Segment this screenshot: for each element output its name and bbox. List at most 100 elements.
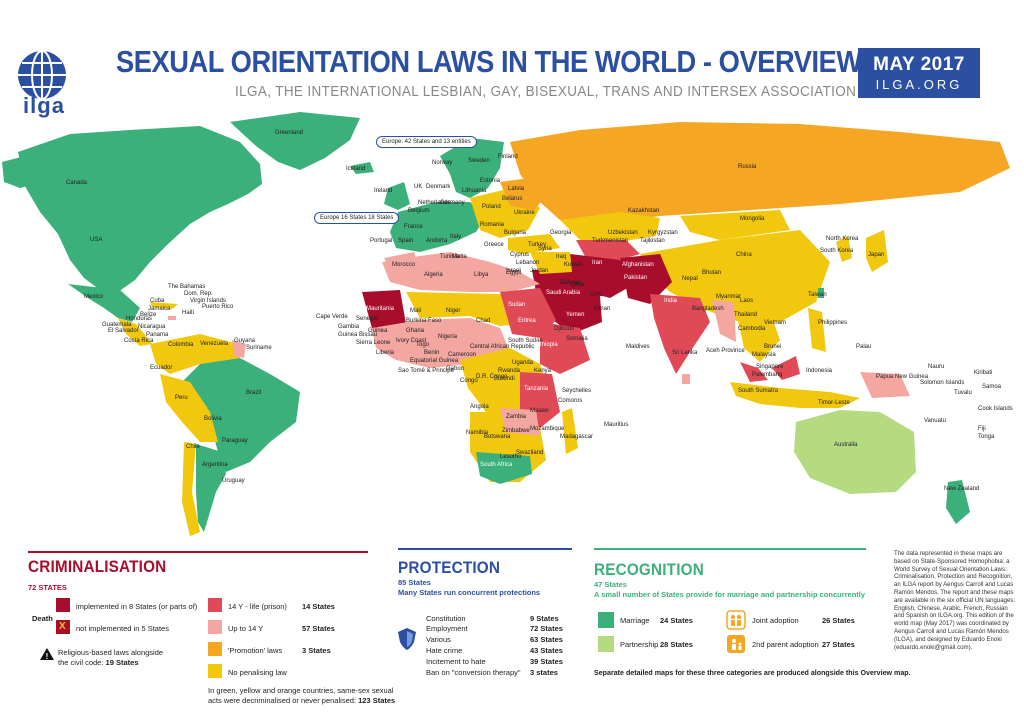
marriage-label: Marriage (620, 616, 650, 625)
recognition-subtitle: A small number of States provide for mar… (594, 590, 866, 599)
map-label-poland: Poland (482, 204, 501, 210)
protection-incitement-count: 39 States (530, 657, 563, 666)
map-label-suriname: Suriname (246, 345, 272, 351)
partnership-label: Partnership (620, 640, 659, 649)
map-label-iceland: Iceland (346, 166, 366, 172)
map-label-dom-rep: Dom. Rep. (184, 291, 213, 297)
map-label-burundi: Burundi (494, 376, 515, 382)
map-label-greece: Greece (484, 242, 504, 248)
north-africa-shape (382, 252, 540, 292)
map-label-uzbekistan: Uzbekistan (608, 230, 638, 236)
religious-note-count: 19 States (105, 658, 139, 667)
map-label-png: Papua New Guinea (876, 374, 929, 380)
map-label-gabon: Gabon (446, 366, 465, 372)
map-label-panama: Panama (146, 332, 169, 338)
peru-bolivia-shape (160, 374, 218, 442)
map-label-usa: USA (90, 237, 103, 243)
map-label-germany: Germany (440, 200, 465, 206)
map-label-kuwait: Kuwait (564, 262, 583, 268)
x-icon: X (59, 621, 66, 632)
map-label-costa-rica: Costa Rica (124, 338, 154, 344)
map-label-myanmar: Myanmar (716, 294, 742, 300)
map-label-malaysia: Malaysia (752, 352, 776, 358)
horn-of-africa-shape (540, 322, 590, 374)
map-label-honduras: Honduras (126, 316, 153, 322)
ilga-globe-logo (18, 50, 66, 100)
swatch-promotion (208, 642, 222, 656)
map-label-jordan: Jordan (530, 268, 549, 274)
map-label-qatar: Qatar (570, 282, 586, 288)
map-label-rwanda: Rwanda (498, 368, 521, 374)
decriminalised-note-text: acts were decriminalised or never penali… (208, 696, 356, 705)
europe-summary-text: Europe: 42 States and 13 entities (382, 139, 471, 145)
map-label-pakistan: Pakistan (624, 275, 648, 281)
map-label-mauritius: Mauritius (604, 422, 629, 428)
map-label-singapore: Singapore (756, 364, 784, 370)
map-label-bulgaria: Bulgaria (504, 230, 527, 236)
morocco-shape (384, 252, 420, 278)
protection-title: PROTECTION (398, 558, 501, 577)
russia-shape (510, 122, 1010, 224)
greenland-shape (230, 112, 360, 170)
joint-adoption-count: 26 States (822, 616, 855, 625)
recognition-rule (594, 548, 866, 550)
death-not-implemented-label: not implemented in 5 States (76, 624, 169, 633)
map-label-peru: Peru (175, 395, 188, 401)
turkey-shape (508, 234, 560, 254)
alaska-shape (2, 152, 44, 188)
map-label-madagascar: Madagascar (560, 434, 594, 440)
logo-text: ilga (23, 93, 65, 118)
recognition-count: 47 States (594, 580, 627, 589)
india-shape (650, 294, 710, 374)
map-label-tajikistan: Tajikistan (640, 238, 665, 244)
protection-conversion-label: Ban on "conversion therapy" (426, 668, 521, 677)
map-label-finland: Finland (498, 154, 518, 160)
map-label-south-sudan: South Sudan (508, 338, 543, 344)
map-label-argentina: Argentina (202, 462, 228, 468)
map-label-india: India (664, 298, 678, 304)
religious-note-line2: the civil code: 19 States (58, 658, 138, 667)
map-label-togo: Togo (416, 342, 430, 348)
swatch-partnership (598, 636, 614, 652)
map-label-dr-congo: D.R. Congo (476, 374, 508, 380)
criminalisation-count: 72 STATES (28, 583, 67, 592)
map-label-puerto-rico: Puerto Rico (202, 304, 234, 310)
protection-various-label: Various (426, 635, 451, 644)
map-label-ireland: Ireland (374, 188, 393, 194)
site-url: ILGA.ORG (875, 77, 963, 92)
mauritania-shape (362, 290, 406, 328)
uk-ireland-shape (384, 182, 410, 210)
europe-adoption-prefix: Europe (320, 215, 340, 221)
protection-various-count: 63 States (530, 635, 563, 644)
arabian-peninsula-shape (532, 270, 602, 334)
up-to-14y-label: Up to 14 Y (228, 624, 264, 633)
protection-count: 85 States (398, 578, 431, 587)
map-label-ivory-coast: Ivory Coast (396, 338, 427, 344)
map-label-norway: Norway (432, 160, 453, 166)
second-parent-adoption-label: 2nd parent adoption (752, 640, 819, 649)
map-label-kyrgyzstan: Kyrgyzstan (648, 230, 678, 236)
marriage-count: 24 States (660, 616, 693, 625)
life-label: 14 Y - life (prison) (228, 602, 287, 611)
map-label-iraq: Iraq (556, 254, 567, 260)
western-europe-shape (390, 202, 486, 252)
map-label-fiji: Fiji (978, 426, 986, 432)
decriminalised-note-line2: acts were decriminalised or never penali… (208, 696, 395, 705)
map-label-portugal: Portugal (370, 238, 393, 244)
map-label-mali: Mali (410, 308, 422, 314)
recognition-note: Separate detailed maps for these three c… (594, 669, 911, 677)
map-label-tonga: Tonga (978, 434, 995, 440)
page-subtitle: ILGA, THE INTERNATIONAL LESBIAN, GAY, BI… (235, 84, 857, 100)
joint-adoption-icon (726, 610, 746, 630)
indonesia-shape (730, 382, 860, 408)
map-label-lesotho: Lesotho (500, 454, 522, 460)
map-label-namibia: Namibia (466, 430, 489, 436)
map-label-botswana: Botswana (484, 434, 511, 440)
map-label-brunei: Brunei (764, 344, 782, 350)
map-label-djibouti: Djibouti (554, 326, 575, 332)
map-label-georgia: Georgia (550, 230, 572, 236)
map-label-mozambique: Mozambique (530, 426, 565, 432)
map-label-south-sumatra: South Sumatra (738, 388, 779, 394)
map-label-thailand: Thailand (734, 312, 758, 318)
map-label-morocco: Morocco (392, 262, 416, 268)
